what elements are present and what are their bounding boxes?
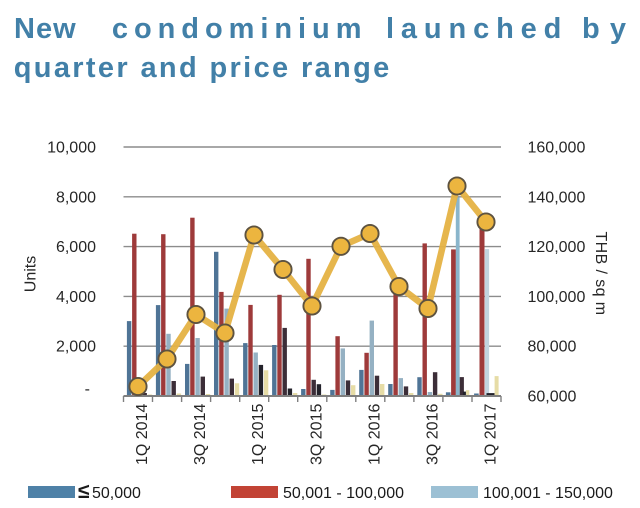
svg-text:3Q 2016: 3Q 2016 [425,404,442,465]
svg-text:120,000: 120,000 [528,239,586,256]
svg-text:3Q 2014: 3Q 2014 [192,404,209,465]
svg-text:60,000: 60,000 [528,389,577,406]
svg-text:2,000: 2,000 [56,339,96,356]
svg-text:1Q 2015: 1Q 2015 [250,404,267,465]
svg-text:160,000: 160,000 [528,140,586,157]
svg-text:80,000: 80,000 [528,339,577,356]
svg-text:THB / sq m: THB / sq m [592,231,609,315]
svg-text:8,000: 8,000 [56,189,96,206]
svg-text:1Q 2014: 1Q 2014 [134,404,151,465]
svg-text:6,000: 6,000 [56,239,96,256]
svg-text:10,000: 10,000 [47,140,96,157]
svg-text:100,000: 100,000 [528,289,586,306]
svg-text:-: - [85,381,90,398]
svg-text:140,000: 140,000 [528,189,586,206]
svg-text:4,000: 4,000 [56,289,96,306]
svg-text:1Q 2016: 1Q 2016 [366,404,383,465]
svg-text:1Q 2017: 1Q 2017 [483,404,500,465]
svg-text:Units: Units [23,256,40,292]
svg-text:3Q 2015: 3Q 2015 [308,404,325,465]
